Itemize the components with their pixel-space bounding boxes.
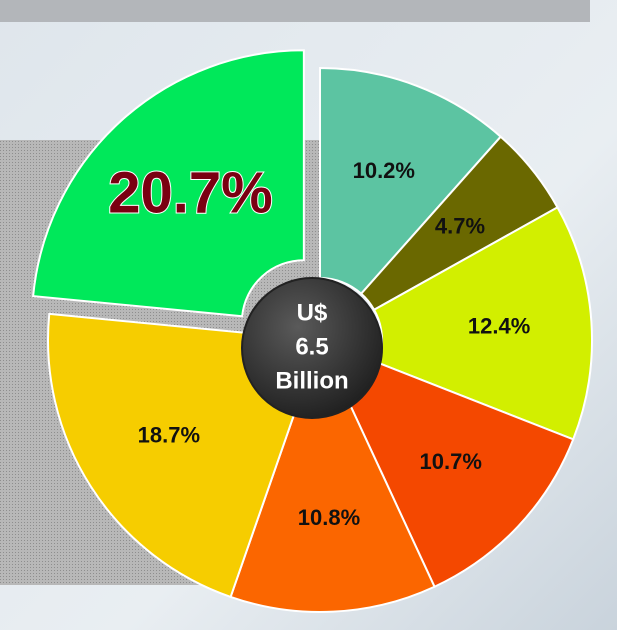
pie-slice: [32, 49, 305, 318]
center-label: 6.5: [295, 333, 328, 360]
center-hub: [241, 277, 383, 419]
data-label: 12.4%: [468, 314, 530, 339]
pie-slice: [319, 66, 503, 296]
data-label: 10.7%: [420, 449, 482, 474]
data-label: 10.8%: [298, 505, 360, 530]
pie-slice: [359, 135, 559, 312]
data-label: 10.2%: [353, 158, 415, 183]
top-bar: [0, 0, 590, 22]
data-label: 4.7%: [435, 213, 485, 238]
labels: 10.2% 4.7% 12.4% 10.7% 10.8% 18.7% 20.7% U$ 6.5 B…: [107, 158, 530, 530]
center-label: U$: [297, 299, 328, 326]
data-label: 20.7%: [108, 161, 272, 226]
data-label: 18.7%: [138, 423, 200, 448]
center-label: Billion: [275, 367, 348, 394]
